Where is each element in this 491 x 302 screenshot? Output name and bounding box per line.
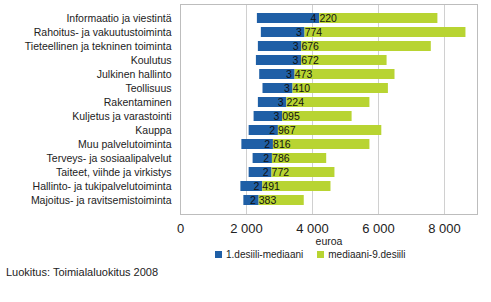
svg-text:Muu palvelutoiminta: Muu palvelutoiminta [78,138,172,150]
svg-text:8 000: 8 000 [428,221,461,236]
html-text:mediaani-9.desiili: mediaani-9.desiili [328,249,406,260]
svg-text:Majoitus- ja ravitsemistoimint: Majoitus- ja ravitsemistoiminta [31,194,172,206]
svg-text:3 473: 3 473 [286,68,312,80]
svg-text:Hallinto- ja tukipalvelutoimin: Hallinto- ja tukipalvelutoiminta [33,180,172,192]
svg-text:3 095: 3 095 [273,110,299,122]
svg-text:2 383: 2 383 [250,194,276,206]
svg-text:3 672: 3 672 [293,54,319,66]
svg-text:Kauppa: Kauppa [135,124,171,136]
svg-text:Taiteet, viihde ja virkistys: Taiteet, viihde ja virkistys [56,166,172,178]
svg-text:Informaatio ja viestintä: Informaatio ja viestintä [66,12,171,24]
svg-text:2 967: 2 967 [269,124,295,136]
svg-text:4 220: 4 220 [311,12,337,24]
svg-text:Julkinen hallinto: Julkinen hallinto [97,68,172,80]
svg-text:Teollisuus: Teollisuus [125,82,171,94]
svg-text:Rahoitus- ja vakuutustoiminta: Rahoitus- ja vakuutustoiminta [34,26,172,38]
svg-text:3 410: 3 410 [284,82,310,94]
html-text:1.desiili-mediaani: 1.desiili-mediaani [226,249,304,260]
svg-text:2 000: 2 000 [230,221,263,236]
svg-text:Tieteellinen ja tekninen toimi: Tieteellinen ja tekninen toiminta [25,40,172,52]
svg-text:0: 0 [177,221,184,236]
svg-text:3 676: 3 676 [293,40,319,52]
svg-text:4 000: 4 000 [296,221,329,236]
svg-text:3 224: 3 224 [278,96,304,108]
svg-text:2 491: 2 491 [254,180,280,192]
svg-text:Rakentaminen: Rakentaminen [104,96,172,108]
svg-text:2 786: 2 786 [263,152,289,164]
svg-text:euroa: euroa [316,235,343,247]
svg-text:3 774: 3 774 [296,26,322,38]
svg-text:Kuljetus ja varastointi: Kuljetus ja varastointi [72,110,171,122]
svg-text:6 000: 6 000 [362,221,395,236]
html-text:Luokitus: Toimialaluokitus 200: Luokitus: Toimialaluokitus 2008 [6,266,159,278]
svg-text:Koulutus: Koulutus [131,54,172,66]
svg-text:2 816: 2 816 [264,138,290,150]
svg-text:2 772: 2 772 [263,166,289,178]
svg-text:Terveys- ja sosiaalipalvelut: Terveys- ja sosiaalipalvelut [47,152,172,164]
